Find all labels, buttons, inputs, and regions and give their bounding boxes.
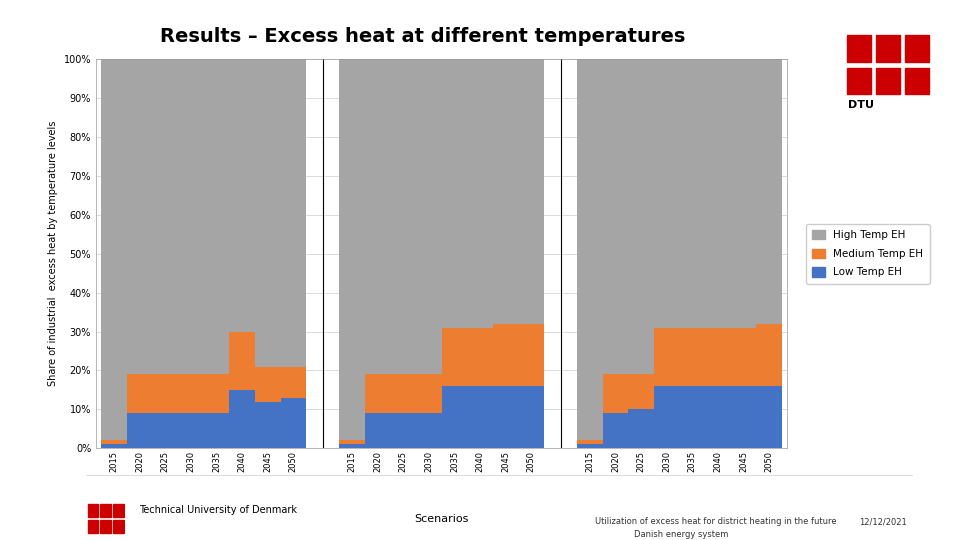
Bar [468, 59, 492, 328]
Bar [442, 328, 468, 386]
Bar [492, 324, 518, 386]
Bar [153, 59, 178, 374]
Text: Results – Excess heat at different temperatures: Results – Excess heat at different tempe… [159, 27, 685, 46]
Bar [391, 413, 416, 448]
Bar [365, 413, 391, 448]
Bar [756, 324, 782, 386]
Bar [654, 328, 680, 386]
Bar [101, 504, 110, 517]
Bar [255, 367, 280, 402]
Bar [706, 386, 731, 448]
Text: DTU: DTU [848, 100, 874, 110]
Bar [280, 367, 306, 397]
Bar [468, 386, 492, 448]
Bar [680, 59, 706, 328]
Text: Utilization of excess heat for district heating in the future: Utilization of excess heat for district … [595, 517, 837, 526]
Bar [706, 59, 731, 328]
Bar [229, 332, 255, 390]
Bar [756, 386, 782, 448]
Bar [280, 397, 306, 448]
Bar [756, 59, 782, 324]
Bar [518, 324, 544, 386]
Bar [654, 386, 680, 448]
Bar [365, 59, 391, 374]
Bar [492, 386, 518, 448]
Bar [391, 374, 416, 413]
Bar [178, 374, 204, 413]
Text: 12/12/2021: 12/12/2021 [859, 517, 907, 526]
Y-axis label: Share of industrial  excess heat by temperature levels: Share of industrial excess heat by tempe… [48, 121, 59, 387]
Bar [204, 59, 229, 374]
Bar [628, 374, 654, 409]
Bar [706, 328, 731, 386]
Bar [101, 59, 127, 441]
Bar [603, 374, 628, 413]
Bar [442, 59, 468, 328]
Bar [178, 413, 204, 448]
Bar [204, 413, 229, 448]
Bar [731, 328, 756, 386]
Bar [468, 328, 492, 386]
Bar [876, 68, 900, 94]
Text: Technical University of Denmark: Technical University of Denmark [139, 505, 298, 515]
Bar [255, 59, 280, 367]
Bar [680, 386, 706, 448]
Bar [628, 59, 654, 374]
Bar [255, 402, 280, 448]
Bar [848, 68, 871, 94]
Text: Danish energy system: Danish energy system [634, 530, 728, 539]
Bar [127, 374, 153, 413]
Bar [113, 520, 124, 533]
Bar [628, 409, 654, 448]
Bar [339, 441, 365, 444]
Bar [577, 59, 603, 441]
Bar [876, 35, 900, 62]
Bar [731, 386, 756, 448]
Bar [492, 59, 518, 324]
Bar [87, 520, 98, 533]
Bar [577, 441, 603, 444]
Bar [416, 374, 442, 413]
Bar [280, 59, 306, 367]
Bar [153, 374, 178, 413]
Bar [229, 390, 255, 448]
Bar [101, 444, 127, 448]
Bar [416, 413, 442, 448]
Bar [365, 374, 391, 413]
Bar [153, 413, 178, 448]
Bar [518, 386, 544, 448]
Bar [416, 59, 442, 374]
Bar [339, 59, 365, 441]
Bar [127, 59, 153, 374]
Legend: High Temp EH, Medium Temp EH, Low Temp EH: High Temp EH, Medium Temp EH, Low Temp E… [806, 224, 929, 284]
X-axis label: Scenarios: Scenarios [415, 514, 468, 524]
Bar [577, 444, 603, 448]
Bar [518, 59, 544, 324]
Bar [87, 504, 98, 517]
Bar [905, 68, 928, 94]
Bar [603, 413, 628, 448]
Bar [848, 35, 871, 62]
Bar [127, 413, 153, 448]
Bar [442, 386, 468, 448]
Bar [603, 59, 628, 374]
Bar [101, 441, 127, 444]
Bar [391, 59, 416, 374]
Bar [680, 328, 706, 386]
Bar [339, 444, 365, 448]
Bar [204, 374, 229, 413]
Bar [178, 59, 204, 374]
Bar [113, 504, 124, 517]
Bar [229, 59, 255, 332]
Bar [731, 59, 756, 328]
Bar [905, 35, 928, 62]
Bar [101, 520, 110, 533]
Bar [654, 59, 680, 328]
